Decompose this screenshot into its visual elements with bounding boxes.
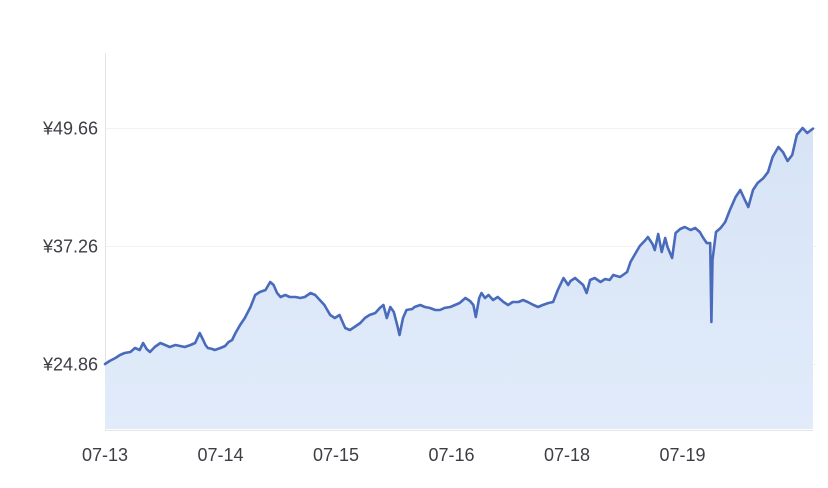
y-tick-label: ¥37.26 [42,237,98,257]
x-tick-label: 07-14 [197,445,243,465]
x-tick-label: 07-19 [659,445,705,465]
x-tick-label: 07-16 [428,445,474,465]
price-area-fill [105,128,813,429]
x-tick-label: 07-15 [313,445,359,465]
x-tick-label: 07-13 [82,445,128,465]
y-tick-label: ¥24.86 [42,355,98,375]
y-tick-label: ¥49.66 [42,119,98,139]
price-line [103,126,815,366]
x-tick-label: 07-18 [544,445,590,465]
